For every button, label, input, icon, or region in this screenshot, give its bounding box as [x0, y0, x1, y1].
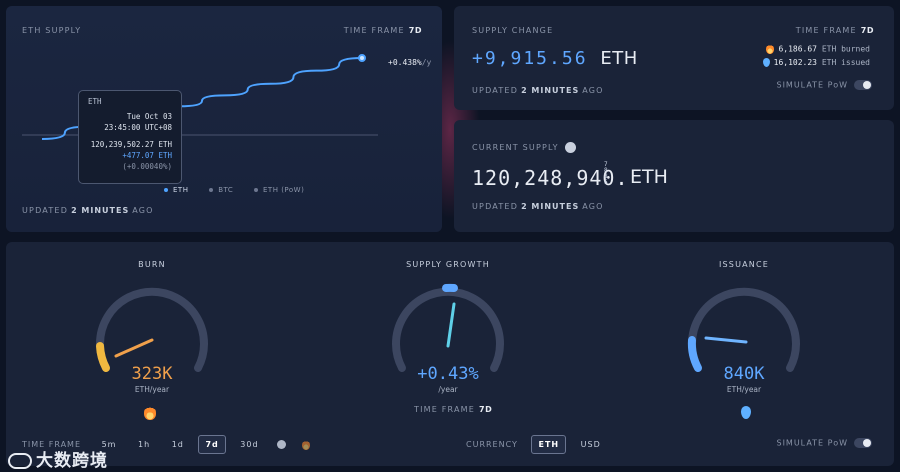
updated-text: UPDATED 2 MINUTES AGO	[472, 202, 604, 211]
ethereum-badge-icon	[564, 142, 576, 153]
time-frame[interactable]: TIME FRAME 7d	[343, 26, 422, 35]
legend-eth-pow[interactable]: ETH (PoW)	[254, 186, 304, 194]
toggle-switch[interactable]	[854, 80, 872, 90]
gauges-card: BURN 323K ETH/year SUPPLY GROWTH +0.43% …	[6, 242, 894, 466]
time-frame[interactable]: TIME FRAME 7d	[795, 26, 874, 35]
frame-5m-button[interactable]: 5m	[101, 440, 117, 449]
tooltip-delta: +477.07 ETH	[122, 151, 172, 160]
growth-value: +0.43%	[417, 364, 479, 384]
issuance-gauge-fill	[687, 336, 702, 372]
burn-gauge-track	[96, 287, 208, 372]
currency-label: CURRENCY	[466, 440, 518, 449]
tooltip-unit: ETH	[88, 97, 102, 106]
flame-icon	[766, 44, 775, 54]
simulate-pow-toggle[interactable]: SIMULATE PoW	[776, 80, 872, 90]
legend-eth[interactable]: ETH	[164, 186, 188, 194]
watermark: 大数跨境	[8, 446, 108, 471]
ticking-decimals: 7 8 8 6	[604, 161, 608, 186]
supply-change-amount: +9,915.56 ETH	[472, 48, 638, 69]
time-frame-selector: TIME FRAME 5m 1h 1d 7d 30d	[22, 435, 314, 454]
burn-gauge-fill	[96, 342, 110, 372]
growth-title: SUPPLY GROWTH	[406, 260, 490, 269]
tooltip-delta-pct: (+0.00040%)	[122, 162, 172, 171]
card-title: ETH SUPPLY	[22, 26, 82, 35]
droplet-icon	[741, 402, 755, 421]
frame-1h-button[interactable]: 1h	[138, 440, 151, 449]
current-supply-amount: 120,248,940.	[472, 166, 629, 190]
issuance-gauge-needle	[704, 336, 748, 344]
issuance-value: 840K	[723, 364, 765, 384]
burned-row: 6,186.67 ETH burned	[766, 44, 870, 54]
burn-title: BURN	[138, 260, 166, 269]
issuance-unit: ETH/year	[726, 385, 762, 394]
supply-rate: +0.438%/y	[388, 58, 432, 67]
frame-7d-button[interactable]: 7d	[198, 435, 226, 454]
since-burn-icon[interactable]	[301, 439, 310, 450]
currency-selector: CURRENCY ETH USD	[466, 435, 608, 454]
droplet-icon	[762, 58, 770, 67]
updated-text: UPDATED 2 MINUTES AGO	[22, 206, 154, 215]
issued-row: 16,102.23 ETH issued	[762, 58, 870, 67]
toggle-switch[interactable]	[854, 438, 872, 448]
tooltip-time: 23:45:00 UTC+08	[104, 123, 172, 132]
growth-gauge-needle	[446, 302, 456, 348]
current-supply-unit: ETH	[630, 166, 668, 188]
supply-change-card: SUPPLY CHANGE TIME FRAME 7d +9,915.56 ETH…	[454, 6, 894, 110]
issuance-title: ISSUANCE	[718, 260, 770, 269]
eth-supply-card: ETH SUPPLY TIME FRAME 7d +0.438%/y ETH Tu…	[6, 6, 442, 232]
frame-1d-button[interactable]: 1d	[171, 440, 184, 449]
simulate-pow-toggle[interactable]: SIMULATE PoW	[776, 438, 872, 448]
updated-text: UPDATED 2 MINUTES AGO	[472, 86, 604, 95]
issuance-gauge-track	[688, 287, 800, 372]
growth-time-frame: TIME FRAME 7d	[414, 405, 493, 414]
current-supply-card: CURRENT SUPPLY 120,248,940. 7 8 8 6 ETH …	[454, 120, 894, 232]
series-end-point	[358, 54, 366, 62]
growth-gauge-track	[392, 287, 504, 372]
legend-btc[interactable]: BTC	[209, 186, 233, 194]
time-frame-label: TIME FRAME	[22, 440, 82, 449]
burn-value: 323K	[131, 364, 173, 384]
flame-icon	[144, 402, 160, 421]
growth-unit: /year	[438, 385, 458, 394]
burn-gauge-needle	[114, 338, 154, 358]
tooltip-date: Tue Oct 03	[126, 112, 172, 121]
burn-unit: ETH/year	[134, 385, 170, 394]
card-title: SUPPLY CHANGE	[472, 26, 554, 35]
supply-chart[interactable]	[6, 6, 442, 232]
card-title: CURRENT SUPPLY	[472, 142, 576, 153]
chart-legend: ETH BTC ETH (PoW)	[164, 186, 322, 194]
since-merge-icon[interactable]	[277, 440, 287, 449]
currency-usd-button[interactable]: USD	[580, 440, 601, 449]
tooltip-supply: 120,239,502.27 ETH	[90, 140, 172, 149]
chart-tooltip: ETH Tue Oct 03 23:45:00 UTC+08 120,239,5…	[78, 90, 182, 184]
frame-30d-button[interactable]: 30d	[240, 440, 259, 449]
gauges-svg	[96, 283, 800, 372]
currency-eth-button[interactable]: ETH	[531, 435, 567, 454]
watermark-logo-icon	[8, 453, 32, 469]
